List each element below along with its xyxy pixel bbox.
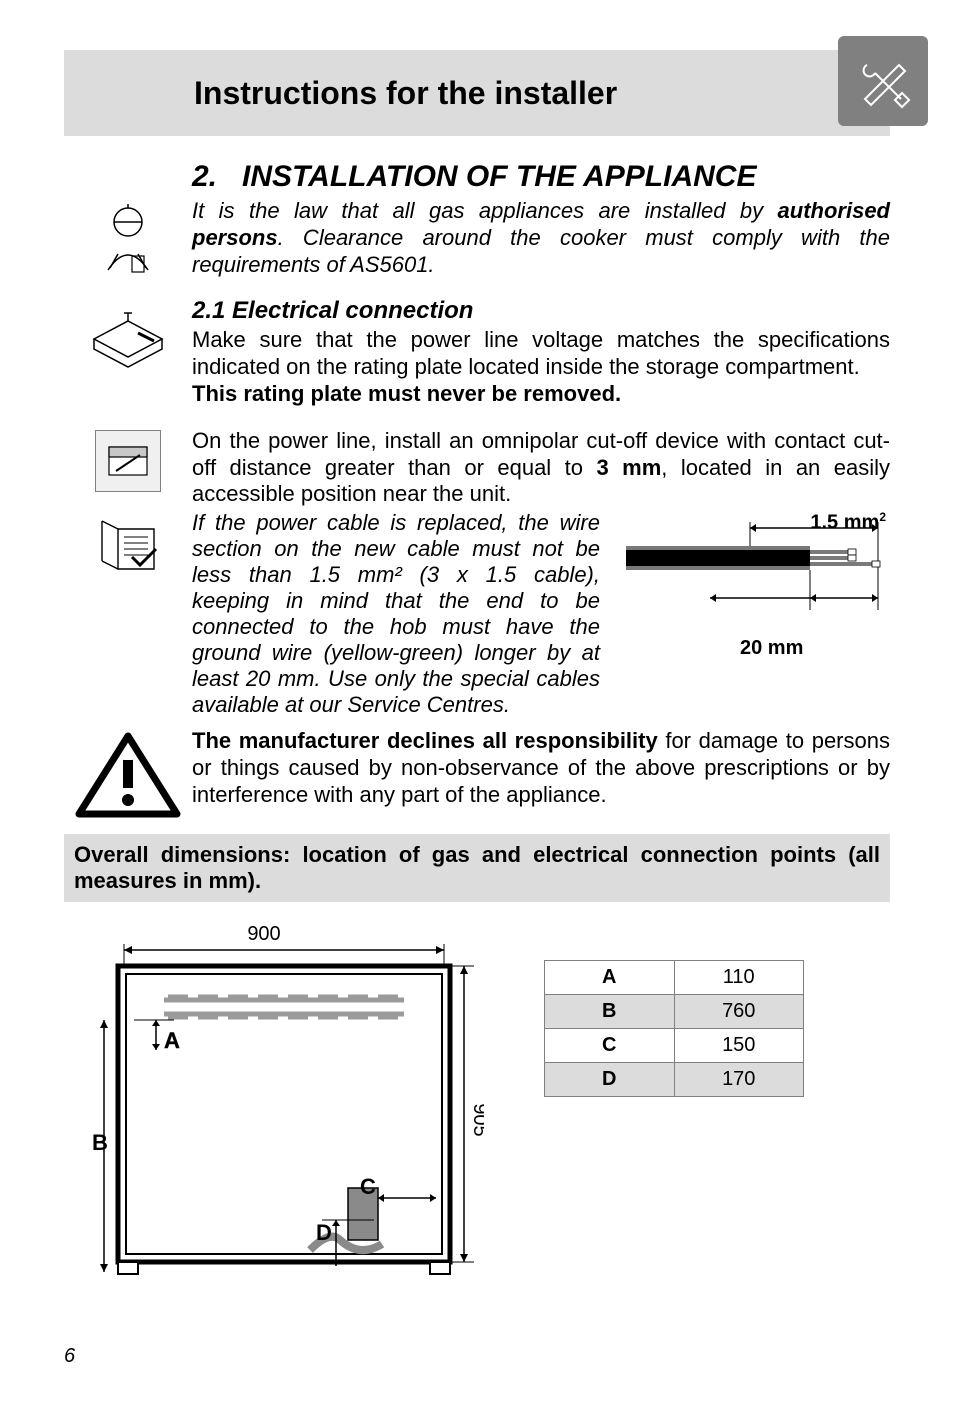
cable-note: If the power cable is replaced, the wire… [192, 510, 620, 718]
dim-D-label: D [316, 1220, 332, 1245]
dim-val-A: 110 [674, 960, 804, 994]
dim-key-B: B [545, 994, 675, 1028]
bottom-area: 900 [64, 920, 890, 1285]
warn-pre: The manufacturer declines all responsibi… [192, 728, 658, 753]
dim-val-B: 760 [674, 994, 804, 1028]
intro-pre: It is the law that all gas appliances ar… [192, 198, 778, 223]
page: Instructions for the installer 2. INSTAL… [0, 0, 954, 1408]
warning-icon [64, 728, 192, 820]
installer-person-icon [64, 198, 192, 280]
s21-row2: On the power line, install an omnipolar … [64, 428, 890, 508]
dim-key-D: D [545, 1062, 675, 1096]
svg-text:A: A [164, 1028, 180, 1053]
dim-key-C: C [545, 1028, 675, 1062]
cable-area: If the power cable is replaced, the wire… [192, 510, 890, 718]
dim-key-A: A [545, 960, 675, 994]
dim-C-label: C [360, 1174, 376, 1199]
section-2-number: 2. [192, 160, 217, 193]
table-row: D170 [545, 1062, 804, 1096]
s21-para2-bold: 3 mm [596, 455, 661, 480]
hob-icon [64, 296, 192, 378]
s21-para1: Make sure that the power line voltage ma… [192, 327, 890, 379]
section-2-heading: 2. INSTALLATION OF THE APPLIANCE [192, 160, 890, 194]
dimensions-table-wrap: A110 B760 C150 D170 [484, 920, 890, 1285]
header-bar: Instructions for the installer [64, 50, 890, 136]
intro-post: . Clearance around the cooker must compl… [192, 225, 890, 277]
warning-text: The manufacturer declines all responsibi… [192, 728, 890, 808]
s21-text1: 2.1 Electrical connection Make sure that… [192, 296, 890, 408]
page-number: 6 [64, 1345, 890, 1368]
s21-row1: 2.1 Electrical connection Make sure that… [64, 296, 890, 408]
dim-height-label: 905 [469, 1103, 484, 1136]
overall-band: Overall dimensions: location of gas and … [64, 834, 890, 902]
cable-label-bottom: 20 mm [740, 636, 803, 660]
table-row: C150 [545, 1028, 804, 1062]
s21-text2: On the power line, install an omnipolar … [192, 428, 890, 508]
table-row: A110 [545, 960, 804, 994]
s21-heading: 2.1 Electrical connection [192, 296, 890, 325]
section-2-title: INSTALLATION OF THE APPLIANCE [242, 160, 756, 193]
s21-para1-bold: This rating plate must never be removed. [192, 381, 621, 406]
dimensions-diagram: 900 [64, 920, 484, 1285]
cable-row: If the power cable is replaced, the wire… [64, 510, 890, 718]
dim-B-label: B [92, 1130, 108, 1155]
dim-val-C: 150 [674, 1028, 804, 1062]
header-title: Instructions for the installer [194, 75, 617, 112]
table-row: B760 [545, 994, 804, 1028]
switch-icon [64, 428, 192, 492]
note-icon [64, 510, 192, 588]
warning-row: The manufacturer declines all responsibi… [64, 728, 890, 820]
intro-text: It is the law that all gas appliances ar… [192, 198, 890, 278]
cable-diagram: 1.5 mm2 20 mm [620, 510, 890, 670]
intro-row: It is the law that all gas appliances ar… [64, 198, 890, 280]
dimensions-table: A110 B760 C150 D170 [544, 960, 804, 1097]
cable-label-top: 1.5 mm2 [810, 510, 886, 535]
tools-icon [838, 36, 928, 126]
dim-val-D: 170 [674, 1062, 804, 1096]
dim-width-label: 900 [247, 923, 280, 945]
